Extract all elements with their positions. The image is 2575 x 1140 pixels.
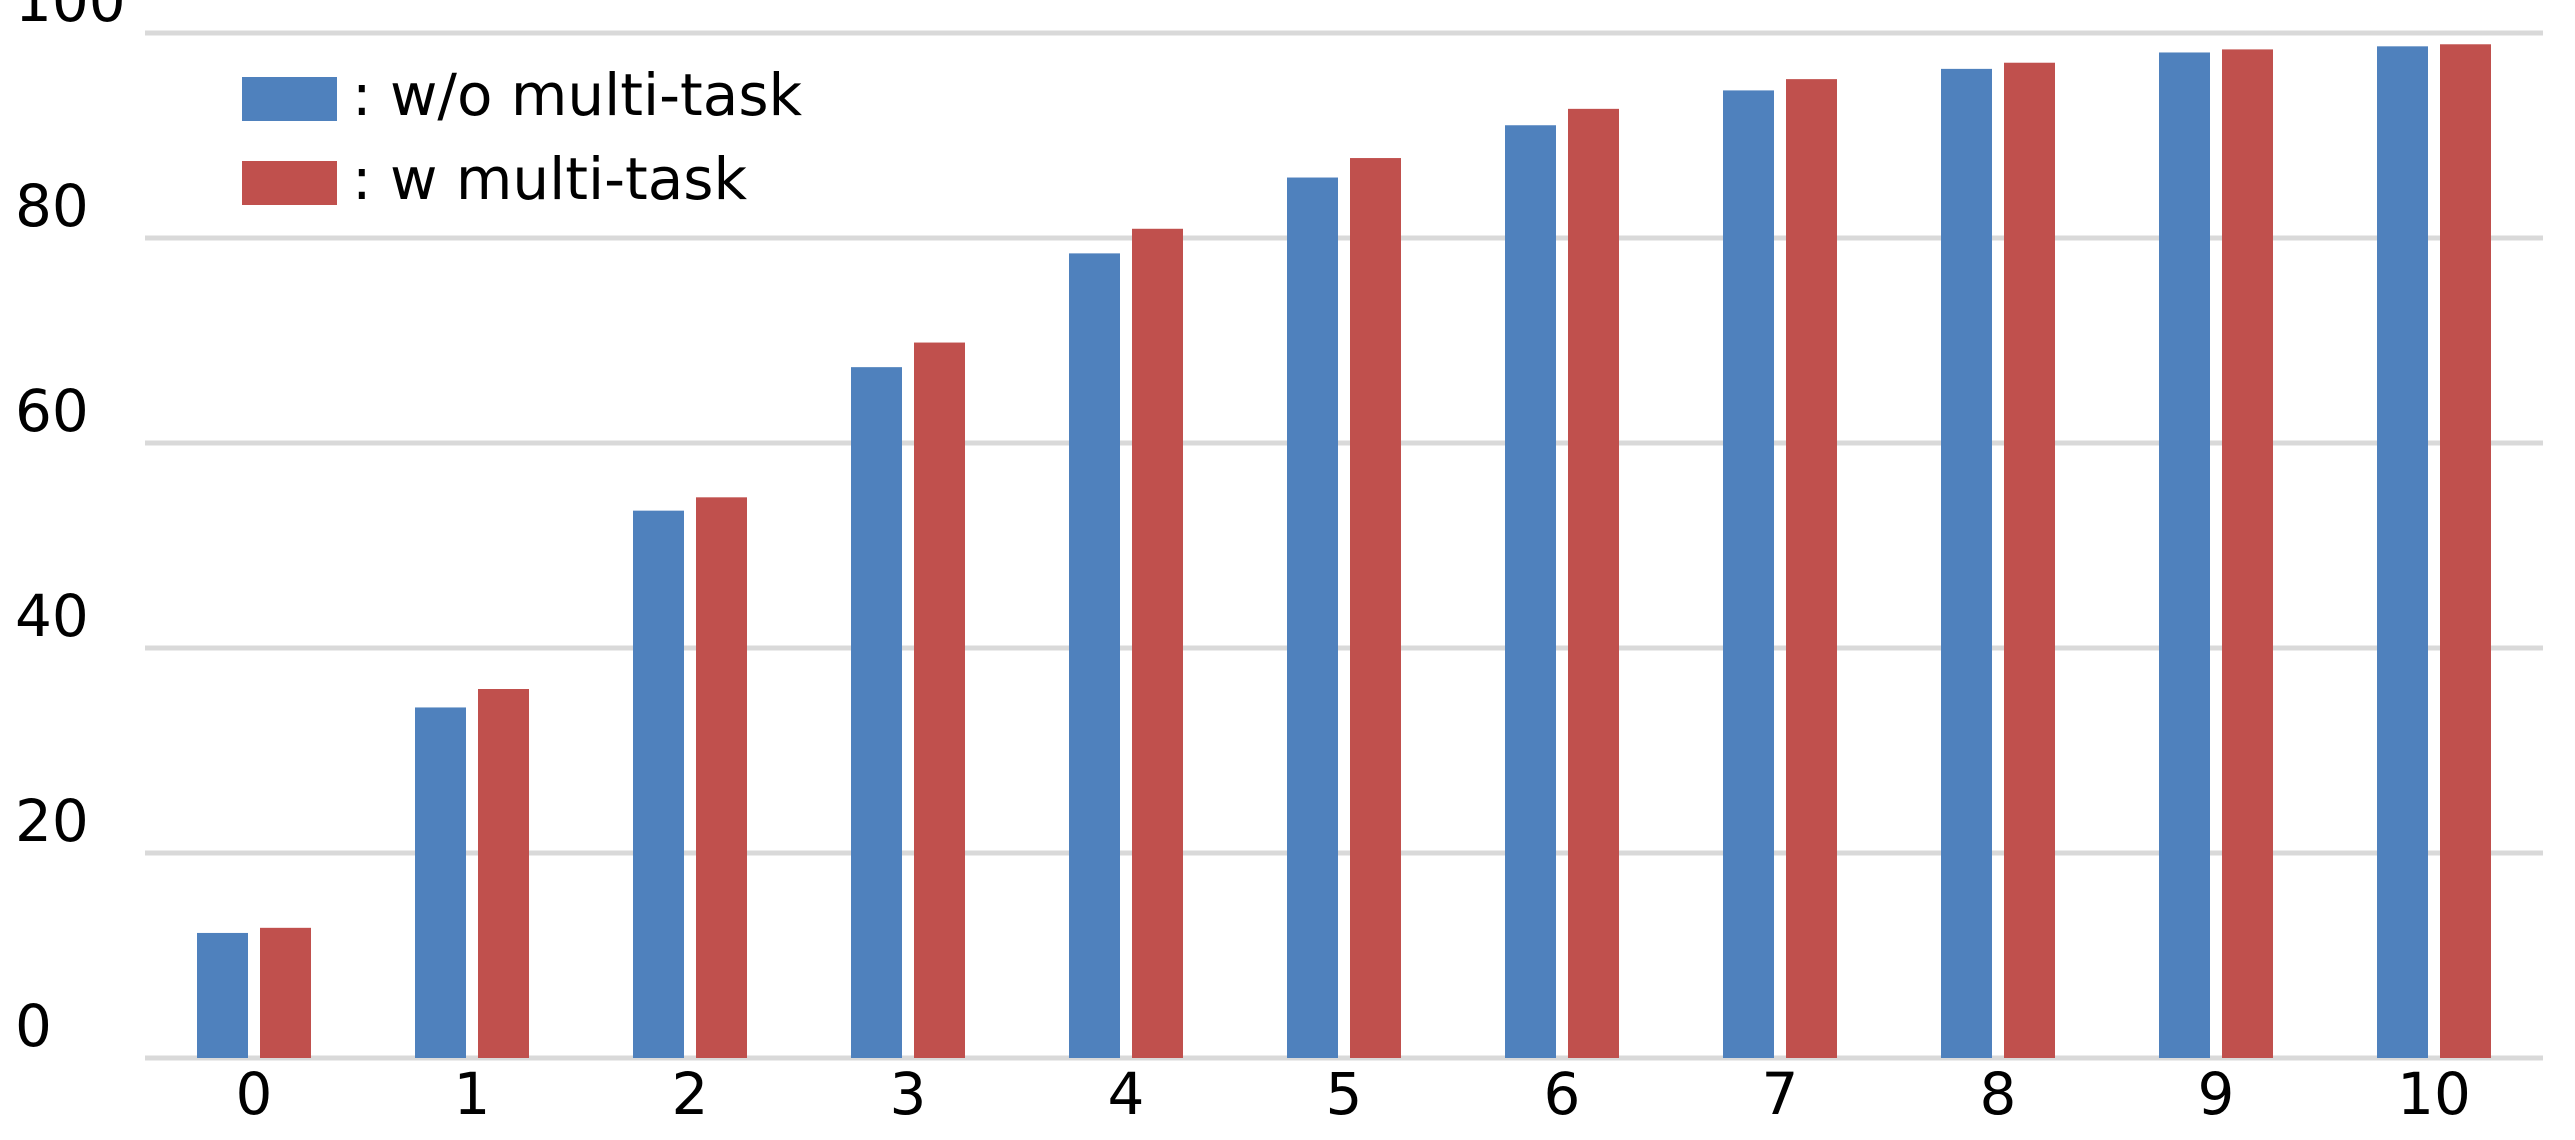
y-tick-label: 20	[15, 787, 89, 855]
bar	[851, 367, 902, 1058]
x-tick-label: 8	[1980, 1060, 2017, 1128]
bar	[633, 510, 684, 1058]
x-tick-label: 4	[1108, 1060, 1145, 1128]
bar	[2222, 49, 2273, 1058]
x-tick-label: 10	[2397, 1060, 2471, 1128]
bar	[1723, 90, 1774, 1058]
bar	[1132, 228, 1183, 1058]
bar	[1069, 253, 1120, 1058]
legend-label: : w multi-task	[352, 145, 748, 213]
x-tick-label: 5	[1326, 1060, 1363, 1128]
x-tick-label: 2	[672, 1060, 709, 1128]
x-tick-label: 0	[236, 1060, 273, 1128]
x-tick-label: 6	[1544, 1060, 1581, 1128]
legend-swatch	[242, 77, 337, 121]
bar	[1350, 158, 1401, 1059]
y-tick-label: 40	[15, 582, 89, 650]
bar	[1287, 177, 1338, 1058]
y-tick-label: 0	[15, 992, 52, 1060]
y-tick-label: 80	[15, 172, 89, 240]
x-tick-label: 7	[1762, 1060, 1799, 1128]
bar	[478, 689, 529, 1058]
bar	[2377, 46, 2428, 1058]
bar	[197, 932, 248, 1058]
bar	[2440, 44, 2491, 1058]
y-tick-label: 100	[15, 0, 126, 35]
bar	[914, 342, 965, 1058]
x-tick-label: 3	[890, 1060, 927, 1128]
legend-swatch	[242, 161, 337, 205]
bar	[415, 707, 466, 1058]
bar	[1568, 108, 1619, 1059]
bar	[1941, 68, 1992, 1058]
bar	[2004, 62, 2055, 1059]
x-tick-label: 9	[2198, 1060, 2235, 1128]
bar	[2159, 52, 2210, 1059]
y-tick-label: 60	[15, 377, 89, 445]
bar	[1505, 125, 1556, 1058]
legend-label: : w/o multi-task	[352, 61, 803, 129]
bar	[1786, 79, 1837, 1058]
bar	[696, 497, 747, 1058]
x-tick-label: 1	[454, 1060, 491, 1128]
bar	[260, 927, 311, 1058]
